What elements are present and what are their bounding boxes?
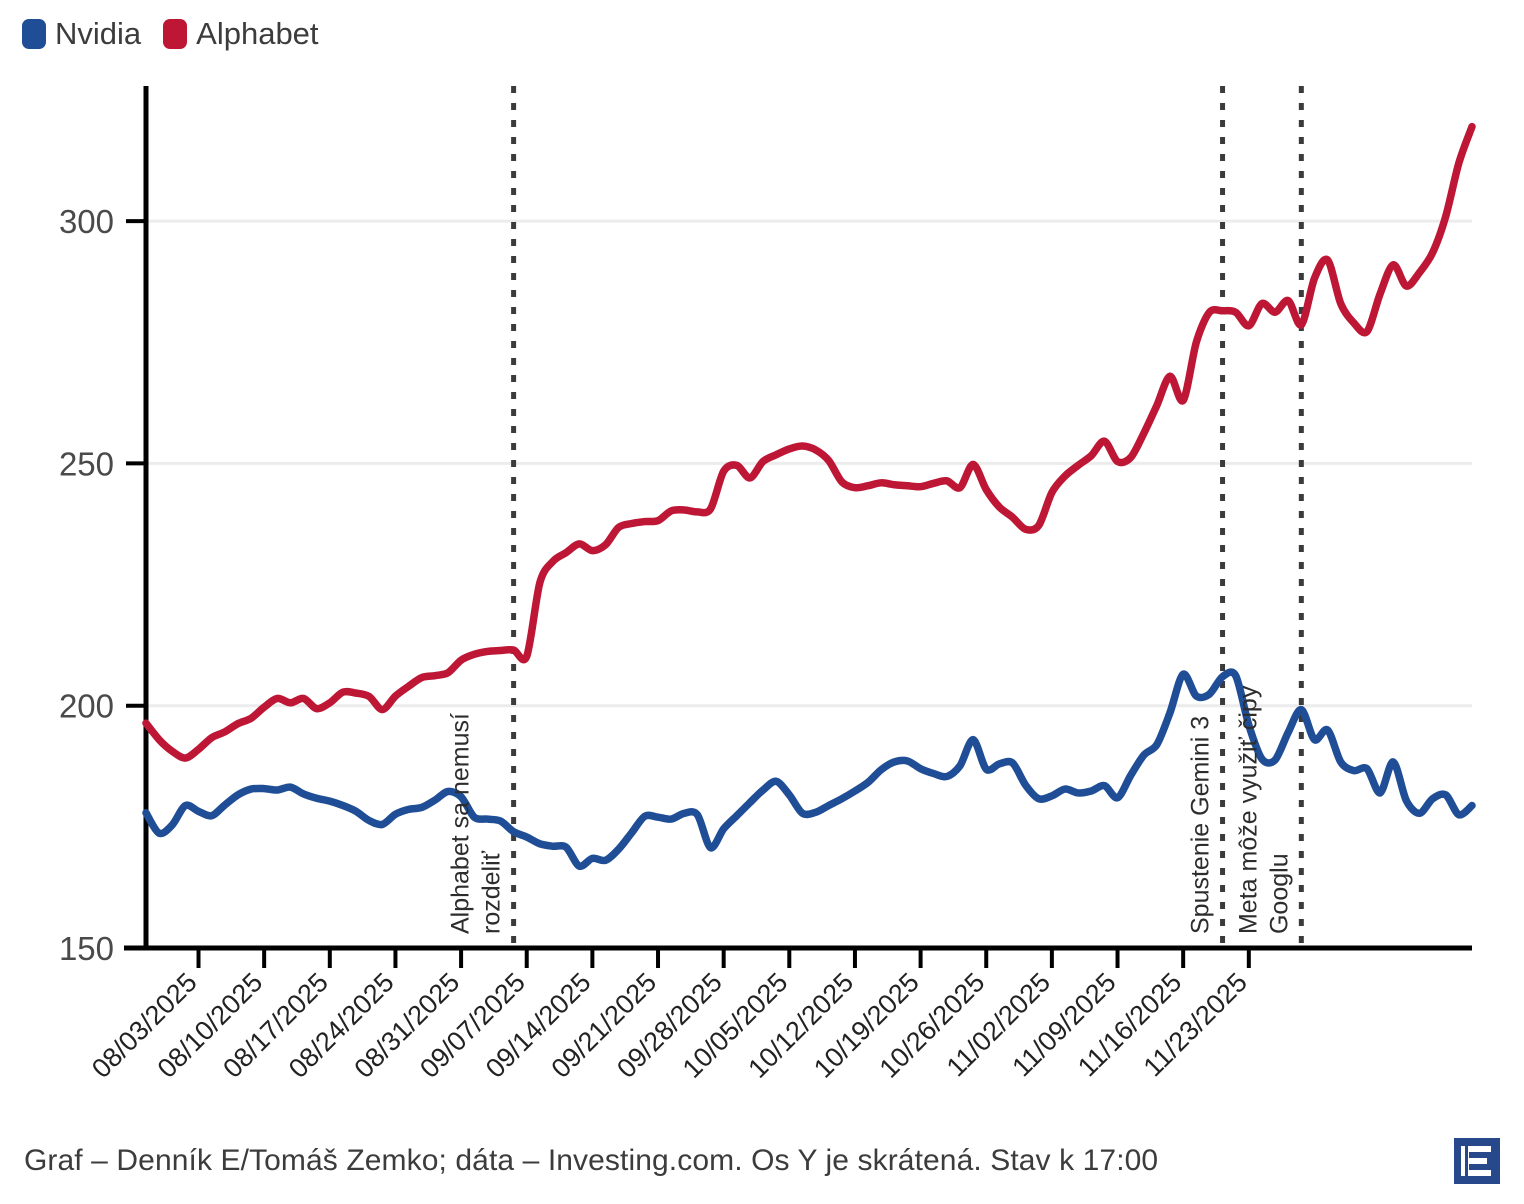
legend-item-nvidia: Nvidia xyxy=(22,18,141,49)
line-chart: 150 200 250 300 Alphabet sa nemusí rozdeliť S… xyxy=(0,78,1524,1098)
y-axis: 150 200 250 300 xyxy=(59,86,149,967)
legend-label-nvidia: Nvidia xyxy=(55,16,142,51)
y-tick-label: 150 xyxy=(59,930,114,967)
event-label: Alphabet sa nemusí xyxy=(447,713,475,934)
x-tick-labels: 08/03/202508/10/202508/17/202508/24/2025… xyxy=(86,967,1253,1084)
legend-swatch-alphabet xyxy=(163,18,188,49)
event-labels: Alphabet sa nemusí rozdeliť Spustenie Gemi… xyxy=(447,685,1294,934)
event-label: Meta môže využiť čipy xyxy=(1234,685,1262,934)
legend-label-alphabet: Alphabet xyxy=(196,16,319,51)
y-tick-label: 250 xyxy=(59,445,114,482)
series-line-alphabet xyxy=(142,122,1476,762)
grid-lines xyxy=(146,219,1472,708)
chart-legend: Nvidia Alphabet xyxy=(22,18,319,49)
event-label: Googlu xyxy=(1265,853,1293,934)
event-label: rozdeliť xyxy=(478,850,506,934)
dennik-e-logo-icon xyxy=(1454,1138,1500,1184)
event-label: Spustenie Gemini 3 xyxy=(1187,716,1215,934)
legend-swatch-nvidia xyxy=(22,18,46,49)
chart-canvas: 150 200 250 300 Alphabet sa nemusí rozdeliť S… xyxy=(59,86,1476,1084)
legend-item-alphabet: Alphabet xyxy=(163,16,319,51)
y-tick-label: 300 xyxy=(59,203,114,240)
series-line-nvidia xyxy=(142,668,1476,871)
data-series xyxy=(142,122,1476,871)
x-axis xyxy=(124,945,1472,968)
event-lines xyxy=(511,86,1304,948)
chart-footer: Graf – Denník E/Tomáš Zemko; dáta – Inve… xyxy=(0,1118,1524,1204)
source-credit: Graf – Denník E/Tomáš Zemko; dáta – Inve… xyxy=(24,1144,1159,1177)
y-tick-label: 200 xyxy=(59,688,114,725)
